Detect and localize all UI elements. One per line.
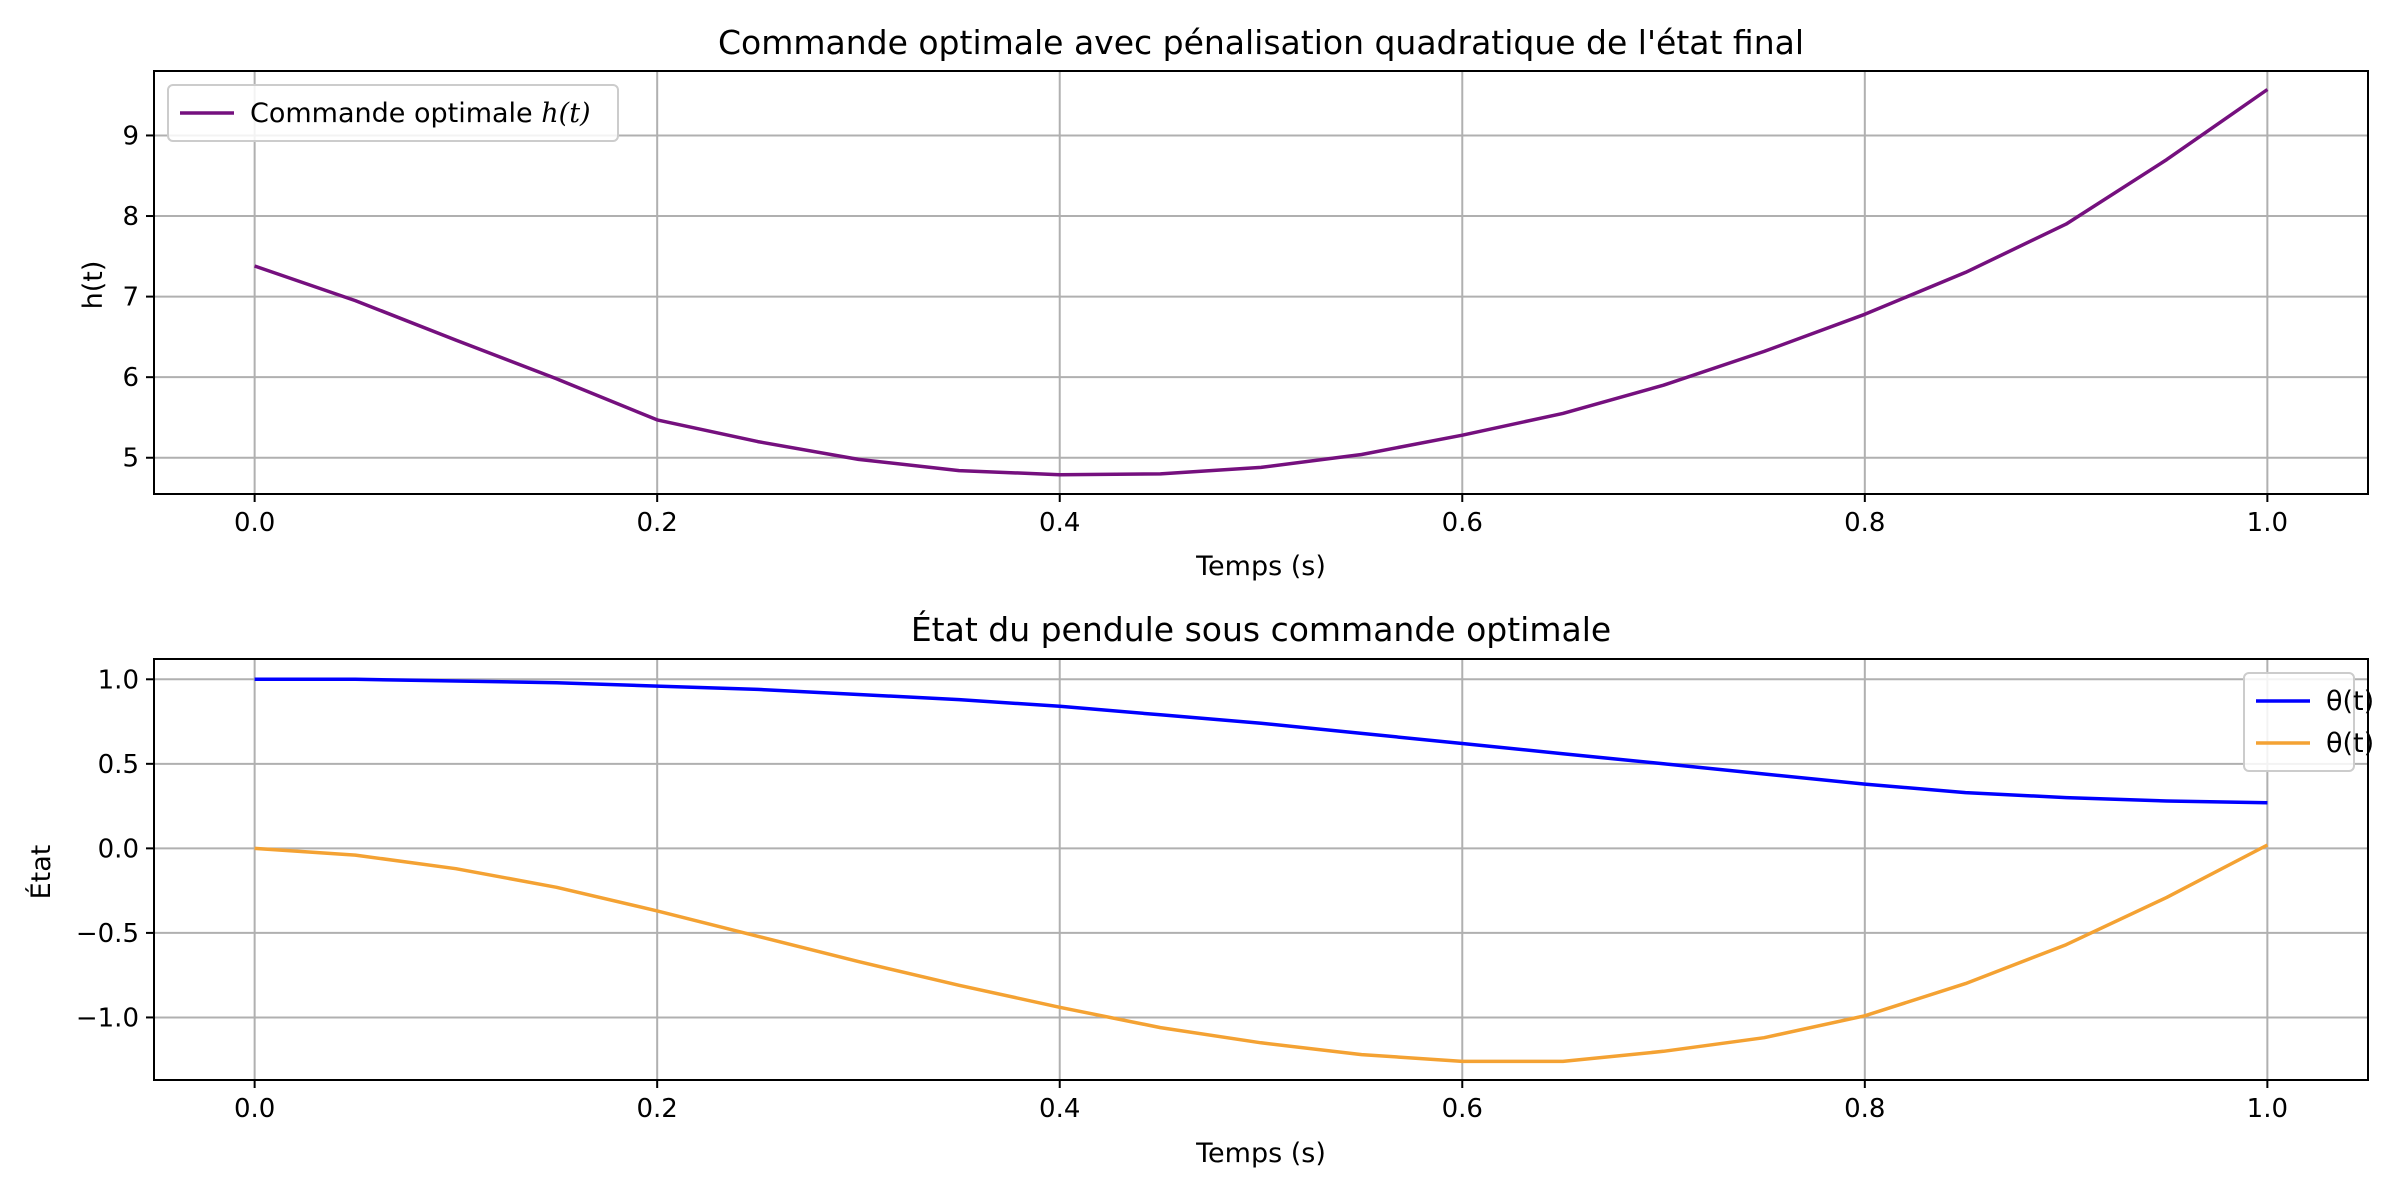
plot-frame xyxy=(153,70,2369,495)
plot-frame xyxy=(153,658,2369,1081)
pendulum-state-chart: État du pendule sous commande optimale T… xyxy=(25,609,2374,1169)
y-axis-label: h(t) xyxy=(78,261,109,310)
legend-label-math: h(t) xyxy=(541,98,590,129)
y-axis-label: État xyxy=(25,845,57,900)
x-axis-label: Temps (s) xyxy=(1195,1138,1326,1169)
chart-title: Commande optimale avec pénalisation quad… xyxy=(718,23,1804,62)
y-tick-label: 7 xyxy=(122,283,139,313)
x-axis-label: Temps (s) xyxy=(1195,551,1326,582)
series-line xyxy=(254,88,2269,477)
y-tick-label: 1.0 xyxy=(98,665,139,695)
legend-label: θ(t) xyxy=(2326,686,2374,717)
x-tick-label: 0.4 xyxy=(1039,508,1080,538)
series-line xyxy=(254,677,2268,805)
legend: Commande optimale h(t) xyxy=(167,84,619,142)
x-tick-label: 0.0 xyxy=(234,1094,275,1124)
chart-title: État du pendule sous commande optimale xyxy=(911,609,1611,649)
y-tick-label: 8 xyxy=(122,202,139,232)
y-tick-label: −0.5 xyxy=(76,919,139,949)
x-tick-label: 1.0 xyxy=(2247,508,2288,538)
y-tick-label: 5 xyxy=(122,444,139,474)
x-tick-label: 1.0 xyxy=(2247,1094,2288,1124)
control-chart: Commande optimale avec pénalisation quad… xyxy=(78,23,2369,582)
legend-label: θ(t) xyxy=(2326,728,2374,759)
x-tick-label: 0.6 xyxy=(1442,508,1483,538)
y-tick-label: −1.0 xyxy=(76,1003,139,1033)
legend-box xyxy=(167,84,619,142)
series-line xyxy=(254,843,2269,1064)
y-tick-label: 9 xyxy=(122,121,139,151)
x-tick-label: 0.2 xyxy=(637,508,678,538)
x-tick-label: 0.8 xyxy=(1844,1094,1885,1124)
legend-label-text: Commande optimale xyxy=(250,98,541,129)
x-tick-label: 0.4 xyxy=(1039,1094,1080,1124)
legend-label: Commande optimale h(t) xyxy=(250,98,591,129)
y-tick-label: 0.5 xyxy=(98,750,139,780)
y-tick-label: 6 xyxy=(122,363,139,393)
x-tick-label: 0.8 xyxy=(1844,508,1885,538)
x-tick-label: 0.2 xyxy=(637,1094,678,1124)
x-tick-label: 0.6 xyxy=(1442,1094,1483,1124)
x-tick-label: 0.0 xyxy=(234,508,275,538)
legend-box xyxy=(2243,672,2355,772)
y-tick-label: 0.0 xyxy=(98,834,139,864)
legend: θ(t) θ(t) xyxy=(2243,672,2374,772)
